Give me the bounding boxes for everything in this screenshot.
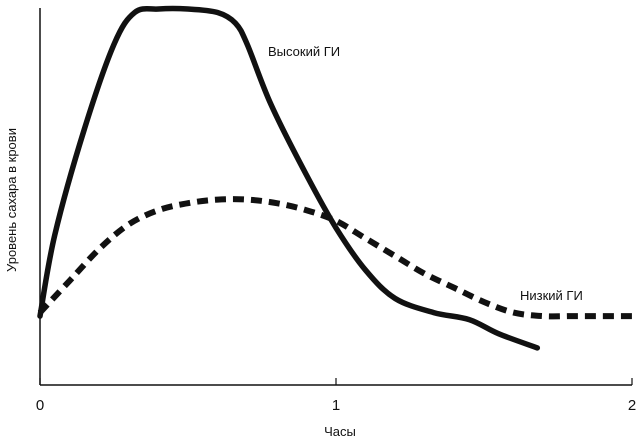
x-tick-label-1: 1	[332, 397, 340, 414]
x-tick-label-0: 0	[36, 397, 44, 414]
series-line-1	[37, 196, 632, 320]
series-line-0	[37, 5, 541, 351]
series-label-0: Высокий ГИ	[268, 44, 340, 59]
x-axis-label: Часы	[324, 424, 356, 439]
series-label-1: Низкий ГИ	[520, 288, 583, 303]
labels-layer: Высокий ГИ Низкий ГИ	[268, 44, 583, 303]
x-tick-label-2: 2	[628, 397, 636, 414]
y-axis-label: Уровень сахара в крови	[4, 128, 19, 272]
series-layer	[37, 5, 632, 351]
axes: 0 1 2 Часы Уровень сахара в крови	[4, 8, 636, 439]
